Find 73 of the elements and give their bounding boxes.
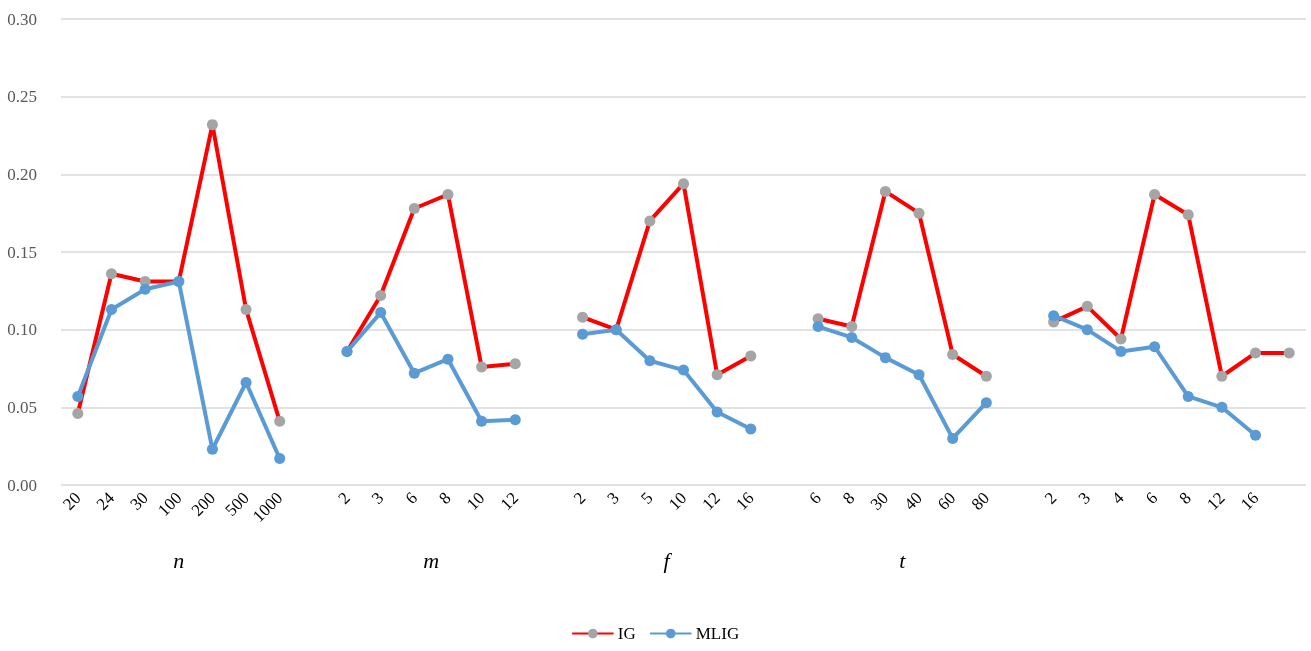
x-tick-label: 12	[698, 488, 724, 514]
text: f	[663, 547, 673, 573]
point	[980, 397, 992, 409]
x-tick-label: 60	[933, 488, 960, 514]
x-tick-label: 6	[805, 488, 825, 508]
x-tick-label: 12	[496, 488, 522, 514]
x-tick-label: 5	[637, 488, 657, 508]
point	[947, 432, 959, 444]
x-tick-label: 10	[664, 488, 691, 514]
x-tick-label: 40	[900, 488, 926, 514]
point	[711, 406, 723, 418]
point	[1115, 345, 1127, 357]
point	[476, 415, 488, 427]
y-tick-label: 0.30	[7, 9, 37, 29]
point	[442, 353, 454, 365]
x-tick-label: 500	[221, 488, 253, 520]
x-tick-label: 16	[1236, 488, 1263, 514]
x-tick-label: 24	[92, 487, 119, 514]
point	[139, 283, 151, 295]
y-tick-label: 0.20	[7, 164, 37, 184]
text: m	[423, 547, 440, 573]
x-tick-label: 12	[1203, 488, 1229, 514]
x-tick-label: 16	[732, 488, 758, 514]
x-tick-label: 3	[603, 488, 623, 508]
x-tick-label: 8	[435, 488, 455, 508]
x-tick-label: 8	[1175, 488, 1195, 508]
point	[408, 367, 420, 379]
point	[1149, 341, 1161, 353]
point	[509, 414, 521, 426]
legend-label: IG	[617, 624, 636, 643]
point	[1048, 310, 1060, 322]
point	[206, 443, 218, 455]
point	[1081, 324, 1093, 336]
y-tick-label: 0.10	[7, 320, 37, 340]
x-tick-label: 2	[1040, 488, 1061, 508]
x-tick-label: 80	[967, 488, 994, 514]
x-tick-label: 4	[1108, 487, 1128, 508]
x-tick-label: 2	[334, 488, 354, 508]
x-tick-label: 3	[367, 488, 388, 508]
x-tick-label: 20	[59, 488, 85, 514]
point	[879, 352, 891, 364]
x-tick-label: 2	[569, 488, 590, 508]
point	[274, 453, 286, 465]
point	[1250, 429, 1262, 441]
point	[846, 331, 858, 343]
point	[644, 355, 656, 367]
point	[375, 307, 387, 319]
point	[72, 390, 84, 402]
point	[745, 423, 757, 435]
point	[240, 376, 252, 388]
text: n	[173, 547, 185, 573]
point	[678, 364, 689, 376]
x-tick-label: 6	[401, 488, 422, 508]
point	[105, 303, 117, 315]
x-tick-label: 6	[1141, 488, 1162, 508]
x-tick-label: 30	[866, 488, 893, 514]
y-tick-label: 0.00	[7, 475, 37, 495]
point	[812, 321, 824, 333]
x-tick-label: 30	[126, 488, 152, 514]
point	[577, 328, 589, 340]
y-tick-label: 0.15	[7, 242, 37, 262]
x-tick-label: 8	[839, 488, 859, 508]
x-tick-label: 10	[462, 488, 489, 514]
text: t	[899, 547, 907, 573]
point	[1182, 390, 1194, 402]
legend-label: MLIG	[695, 624, 740, 643]
y-tick-label: 0.25	[7, 87, 37, 107]
point	[913, 369, 925, 381]
x-tick-label: 100	[154, 488, 186, 520]
point	[1216, 401, 1228, 413]
x-tick-label: 200	[187, 488, 220, 520]
x-tick-label: 3	[1074, 488, 1094, 508]
y-tick-label: 0.05	[7, 397, 37, 417]
